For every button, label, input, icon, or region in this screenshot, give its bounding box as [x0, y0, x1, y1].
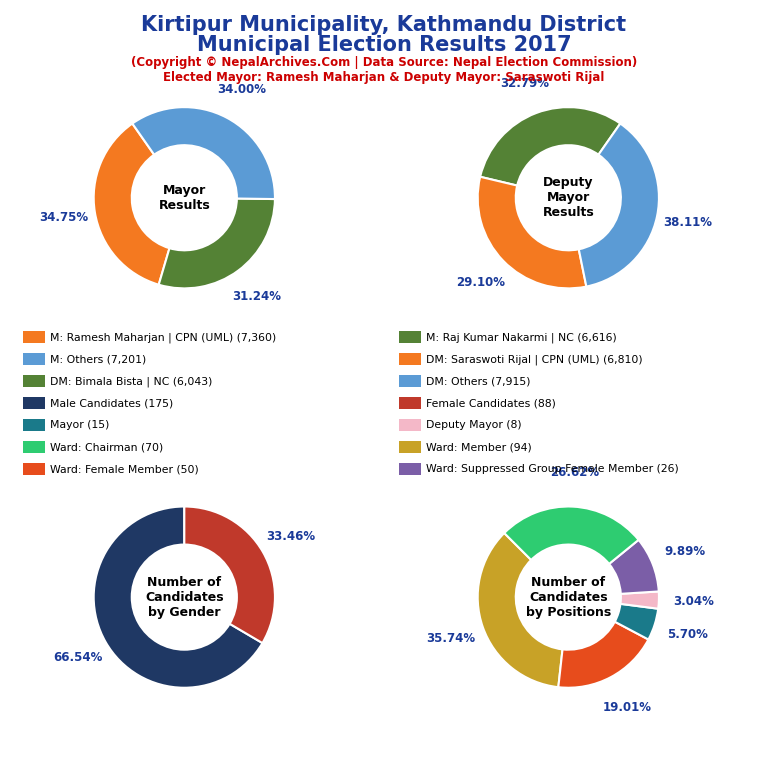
Text: DM: Others (7,915): DM: Others (7,915): [426, 376, 531, 386]
Text: 26.62%: 26.62%: [550, 465, 599, 478]
Text: Ward: Female Member (50): Ward: Female Member (50): [50, 464, 199, 474]
Text: 33.46%: 33.46%: [266, 530, 315, 543]
Text: 66.54%: 66.54%: [54, 651, 103, 664]
Text: M: Ramesh Maharjan | CPN (UML) (7,360): M: Ramesh Maharjan | CPN (UML) (7,360): [50, 332, 276, 343]
Text: Ward: Member (94): Ward: Member (94): [426, 442, 532, 452]
Text: Kirtipur Municipality, Kathmandu District: Kirtipur Municipality, Kathmandu Distric…: [141, 15, 627, 35]
Wedge shape: [579, 124, 659, 286]
Wedge shape: [614, 604, 658, 640]
Wedge shape: [132, 108, 275, 199]
Wedge shape: [621, 591, 659, 609]
Text: DM: Saraswoti Rijal | CPN (UML) (6,810): DM: Saraswoti Rijal | CPN (UML) (6,810): [426, 354, 643, 365]
Wedge shape: [94, 507, 263, 687]
Text: Mayor (15): Mayor (15): [50, 420, 109, 430]
Wedge shape: [480, 108, 621, 186]
Text: 5.70%: 5.70%: [667, 628, 708, 641]
Wedge shape: [184, 507, 275, 643]
Text: Mayor
Results: Mayor Results: [158, 184, 210, 212]
Text: M: Raj Kumar Nakarmi | NC (6,616): M: Raj Kumar Nakarmi | NC (6,616): [426, 332, 617, 343]
Wedge shape: [505, 507, 638, 564]
Text: DM: Bimala Bista | NC (6,043): DM: Bimala Bista | NC (6,043): [50, 376, 212, 386]
Text: 35.74%: 35.74%: [425, 632, 475, 645]
Wedge shape: [94, 124, 170, 285]
Text: 9.89%: 9.89%: [664, 545, 705, 558]
Text: 34.00%: 34.00%: [217, 83, 266, 96]
Text: M: Others (7,201): M: Others (7,201): [50, 354, 146, 364]
Text: Elected Mayor: Ramesh Maharjan & Deputy Mayor: Saraswoti Rijal: Elected Mayor: Ramesh Maharjan & Deputy …: [164, 71, 604, 84]
Text: Ward: Suppressed Group Female Member (26): Ward: Suppressed Group Female Member (26…: [426, 464, 679, 474]
Text: 19.01%: 19.01%: [602, 701, 651, 714]
Text: 34.75%: 34.75%: [39, 211, 88, 224]
Text: Number of
Candidates
by Gender: Number of Candidates by Gender: [145, 576, 223, 618]
Text: 31.24%: 31.24%: [233, 290, 281, 303]
Text: 32.79%: 32.79%: [501, 77, 549, 90]
Text: Municipal Election Results 2017: Municipal Election Results 2017: [197, 35, 571, 55]
Wedge shape: [159, 198, 275, 288]
Text: 38.11%: 38.11%: [664, 217, 713, 229]
Text: 29.10%: 29.10%: [456, 276, 505, 290]
Wedge shape: [609, 540, 659, 594]
Text: Deputy Mayor (8): Deputy Mayor (8): [426, 420, 522, 430]
Text: Deputy
Mayor
Results: Deputy Mayor Results: [542, 177, 594, 219]
Text: Number of
Candidates
by Positions: Number of Candidates by Positions: [525, 576, 611, 618]
Wedge shape: [478, 533, 562, 687]
Text: Ward: Chairman (70): Ward: Chairman (70): [50, 442, 163, 452]
Text: Female Candidates (88): Female Candidates (88): [426, 398, 556, 409]
Wedge shape: [558, 622, 648, 687]
Text: 3.04%: 3.04%: [673, 594, 713, 607]
Wedge shape: [478, 177, 586, 288]
Text: Male Candidates (175): Male Candidates (175): [50, 398, 173, 409]
Text: (Copyright © NepalArchives.Com | Data Source: Nepal Election Commission): (Copyright © NepalArchives.Com | Data So…: [131, 56, 637, 69]
